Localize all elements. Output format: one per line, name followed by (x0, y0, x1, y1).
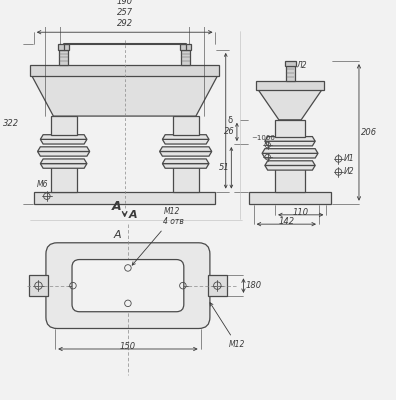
Polygon shape (162, 159, 209, 164)
Text: 257: 257 (116, 8, 133, 17)
Polygon shape (265, 161, 315, 166)
Text: М6: М6 (36, 180, 48, 189)
Bar (249, 192, 331, 204)
FancyBboxPatch shape (72, 260, 184, 312)
Polygon shape (162, 139, 209, 144)
Bar (30, 65, 219, 76)
Text: δ: δ (228, 116, 233, 125)
Text: 322: 322 (3, 120, 19, 128)
Text: И2: И2 (344, 168, 355, 176)
Text: A: A (113, 230, 121, 240)
FancyBboxPatch shape (46, 243, 210, 328)
Polygon shape (38, 152, 90, 156)
Polygon shape (258, 90, 322, 120)
Bar (286, 66, 295, 81)
Text: 26: 26 (224, 128, 235, 136)
Text: ~1000: ~1000 (251, 135, 275, 141)
Bar (34, 192, 215, 204)
Polygon shape (32, 76, 217, 116)
Text: 110: 110 (293, 208, 309, 217)
Polygon shape (40, 164, 87, 168)
Text: М12
4 отв: М12 4 отв (132, 207, 184, 265)
Bar (275, 166, 305, 192)
Text: И1: И1 (344, 154, 355, 164)
Polygon shape (160, 147, 212, 152)
Polygon shape (262, 153, 318, 158)
Text: 190: 190 (116, 0, 133, 6)
Polygon shape (265, 141, 315, 146)
Polygon shape (40, 135, 87, 139)
Bar (180, 44, 191, 50)
Polygon shape (162, 164, 209, 168)
Bar (255, 81, 324, 90)
Polygon shape (265, 166, 315, 170)
Polygon shape (40, 139, 87, 144)
Bar (286, 61, 296, 66)
Text: 292: 292 (116, 20, 133, 28)
Polygon shape (262, 149, 318, 153)
Polygon shape (160, 152, 212, 156)
Polygon shape (40, 159, 87, 164)
Bar (275, 120, 305, 136)
Text: 51: 51 (219, 163, 229, 172)
Bar (59, 50, 68, 65)
Bar (173, 116, 199, 135)
Polygon shape (265, 136, 315, 141)
Text: М12: М12 (210, 303, 245, 349)
Bar (58, 44, 69, 50)
Bar (51, 164, 77, 192)
Bar (173, 164, 199, 192)
Bar (29, 275, 48, 296)
Bar (181, 50, 190, 65)
Text: A: A (112, 200, 122, 213)
Text: 150: 150 (120, 342, 136, 351)
Text: A: A (128, 210, 137, 220)
Polygon shape (38, 147, 90, 152)
Text: 142: 142 (278, 217, 294, 226)
Bar (51, 116, 77, 135)
Text: 206: 206 (361, 128, 377, 137)
Bar (208, 275, 227, 296)
Text: Л2: Л2 (297, 61, 307, 70)
Polygon shape (162, 135, 209, 139)
Text: 180: 180 (245, 281, 261, 290)
